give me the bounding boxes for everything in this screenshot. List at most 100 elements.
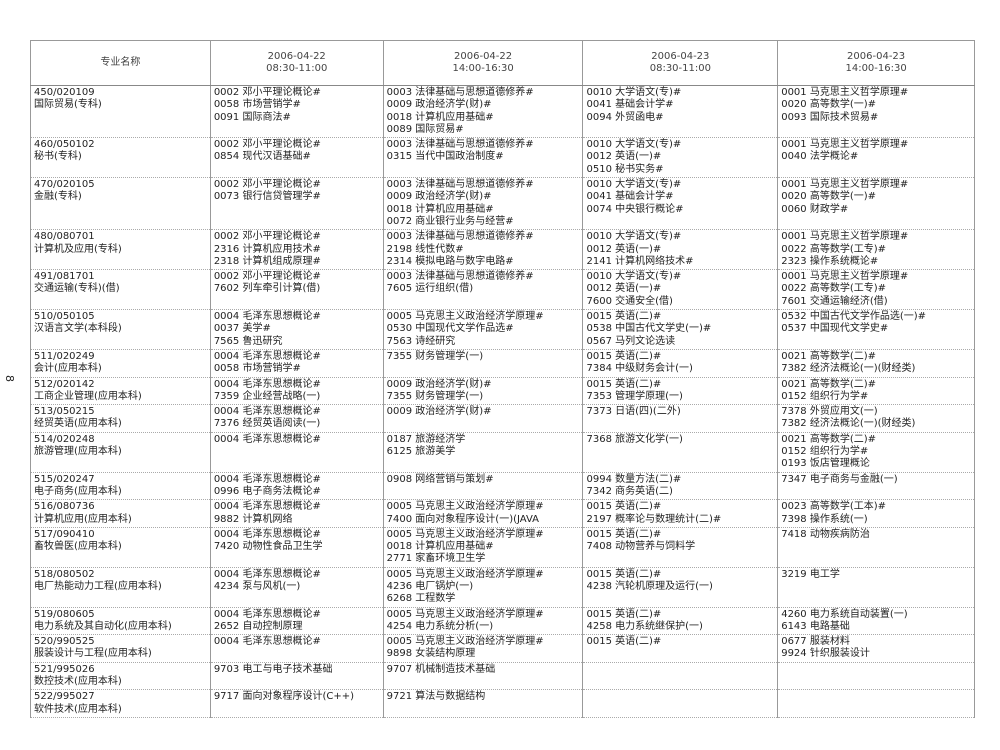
major-cell: 517/090410 畜牧兽医(应用本科) (30, 527, 211, 568)
exam-cell: 0187 旅游经济学 6125 旅游美学 (382, 432, 584, 473)
exam-entry: 0152 组织行为学# (781, 446, 869, 458)
exam-entry: 0015 英语(二)# (586, 501, 662, 513)
major-row: 517/090410 畜牧兽医(应用本科) 0004 毛泽东思想概论# 7420 动物… (30, 527, 975, 568)
exam-entry: 2197 概率论与数理统计(二)# (586, 513, 722, 525)
exam-entry: 0193 饭店管理概论 (781, 458, 870, 470)
exam-entry: 0004 毛泽东思想概论# (213, 406, 321, 418)
session-header: 2006-04-23 14:00-16:30 (777, 40, 975, 86)
major-row: 480/080701 计算机及应用(专科) 0002 邓小平理论概论# 2316 计算… (30, 229, 975, 271)
exam-entry: 0020 高等数学(一)# (781, 99, 877, 111)
major-name: 旅游管理(应用本科) (34, 446, 122, 458)
exam-entry: 6125 旅游美学 (386, 446, 456, 458)
major-name: 工商企业管理(应用本科) (34, 390, 142, 402)
major-row: 522/995027 软件技术(应用本科) 9717 面向对象程序设计(C++) 97… (30, 689, 975, 718)
exam-entry: 6143 电路基础 (781, 620, 850, 632)
major-name: 计算机及应用(专科) (34, 243, 122, 255)
major-name: 秘书(专科) (34, 151, 82, 163)
exam-cell: 0015 英语(二)# 4258 电力系统继保护(一) (582, 607, 779, 636)
exam-entry: 7418 动物疾病防治 (781, 528, 870, 540)
major-code: 514/020248 (34, 433, 95, 445)
major-code: 515/020247 (34, 473, 95, 485)
exam-entry: 0015 英语(二)# (586, 528, 662, 540)
exam-cell: 0994 数量方法(二)# 7342 商务英语(二) (582, 472, 779, 501)
exam-cell: 0021 高等数学(二)# 0152 组织行为学# 0193 饭店管理概论 (777, 432, 975, 473)
session-date: 2006-04-23 (651, 50, 710, 62)
session-time: 08:30-11:00 (266, 63, 328, 74)
exam-entry: 0018 计算机应用基础# (386, 541, 494, 553)
session-time: 08:30-11:00 (649, 63, 711, 74)
exam-entry: 0002 邓小平理论概论# (213, 231, 321, 243)
exam-entry: 0094 外贸函电# (586, 111, 664, 123)
major-name: 软件技术(应用本科) (34, 703, 122, 715)
exam-entry: 0015 英语(二)# (586, 311, 662, 323)
exam-cell: 0010 大学语文(专)# 0012 英语(一)# 0510 秘书实务# (582, 137, 779, 179)
exam-entry: 0018 计算机应用基础# (386, 111, 494, 123)
session-header: 2006-04-22 14:00-16:30 (382, 40, 584, 86)
exam-entry: 7355 财务管理学(一) (386, 390, 484, 402)
exam-entry: 0015 英语(二)# (586, 378, 662, 390)
exam-cell: 9721 算法与数据结构 (382, 689, 584, 718)
exam-entry: 0908 网络营销与策划# (386, 473, 494, 485)
exam-cell: 7355 财务管理学(一) (382, 349, 584, 378)
exam-cell: 0005 马克思主义政治经济学原理# 0530 中国现代文学作品选# 7563 诗经… (382, 309, 584, 350)
major-cell: 514/020248 旅游管理(应用本科) (30, 432, 211, 473)
session-header: 2006-04-23 08:30-11:00 (582, 40, 779, 86)
major-row: 512/020142 工商企业管理(应用本科) 0004 毛泽东思想概论# 7359 … (30, 377, 975, 406)
exam-entry: 0023 高等数学(工本)# (781, 501, 887, 513)
exam-cell: 7418 动物疾病防治 (777, 527, 975, 568)
exam-entry: 0010 大学语文(专)# (586, 139, 682, 151)
session-date: 2006-04-23 (847, 50, 906, 62)
exam-entry: 0020 高等数学(一)# (781, 191, 877, 203)
exam-entry: 6268 工程数学 (386, 593, 456, 605)
major-code: 511/020249 (34, 350, 95, 362)
exam-entry: 0093 国际技术贸易# (781, 111, 879, 123)
major-code: 460/050102 (34, 139, 95, 151)
exam-entry: 0002 邓小平理论概论# (213, 139, 321, 151)
exam-cell: 0001 马克思主义哲学原理# 0020 高等数学(一)# 0093 国际技术贸易# (777, 85, 975, 139)
exam-entry: 0010 大学语文(专)# (586, 87, 682, 98)
session-date: 2006-04-22 (267, 50, 326, 62)
major-name: 畜牧兽医(应用本科) (34, 541, 122, 553)
exam-entry: 0060 财政学# (781, 203, 849, 215)
exam-cell: 0005 马克思主义政治经济学原理# 4236 电厂锅炉(一) 6268 工程数学 (382, 567, 584, 608)
exam-entry: 0003 法律基础与思想道德修养# (386, 139, 534, 151)
exam-cell: 7347 电子商务与金融(一) (777, 472, 975, 501)
exam-cell: 0677 服装材料 9924 针织服装设计 (777, 634, 975, 663)
major-cell: 522/995027 软件技术(应用本科) (30, 689, 211, 718)
exam-entry: 0040 法学概论# (781, 151, 859, 163)
exam-cell: 0003 法律基础与思想道德修养# 0009 政治经济学(财)# 0018 计算机应… (382, 177, 584, 231)
major-code: 480/080701 (34, 231, 95, 243)
exam-cell: 0005 马克思主义政治经济学原理# 9898 女装结构原理 (382, 634, 584, 663)
exam-cell: 0004 毛泽东思想概论# 7376 经贸英语阅读(一) (209, 404, 384, 433)
exam-entry: 0041 基础会计学# (586, 191, 674, 203)
major-name: 经贸英语(应用本科) (34, 418, 122, 430)
exam-entry: 0005 马克思主义政治经济学原理# (386, 528, 544, 540)
exam-cell: 0015 英语(二)# 7408 动物营养与饲料学 (582, 527, 779, 568)
exam-entry: 0004 毛泽东思想概论# (213, 501, 321, 513)
exam-cell: 0010 大学语文(专)# 0012 英语(一)# 7600 交通安全(借) (582, 269, 779, 311)
exam-entry: 0004 毛泽东思想概论# (213, 350, 321, 362)
major-row: 460/050102 秘书(专科) 0002 邓小平理论概论# 0854 现代汉语基础… (30, 137, 975, 179)
exam-cell: 0021 高等数学(二)# 7382 经济法概论(一)(财经类) (777, 349, 975, 378)
exam-cell: 4260 电力系统自动装置(一) 6143 电路基础 (777, 607, 975, 636)
major-cell: 521/995026 数控技术(应用本科) (30, 662, 211, 691)
exam-entry: 0005 马克思主义政治经济学原理# (386, 311, 544, 323)
exam-entry: 0012 英语(一)# (586, 243, 662, 255)
exam-cell: 7378 外贸应用文(一) 7382 经济法概论(一)(财经类) (777, 404, 975, 433)
exam-cell: 3219 电工学 (777, 567, 975, 608)
major-name: 国际贸易(专科) (34, 99, 102, 111)
exam-entry: 2141 计算机网络技术# (586, 255, 694, 267)
exam-entry: 9882 计算机网络 (213, 513, 293, 525)
exam-entry: 2323 操作系统概论# (781, 255, 879, 267)
exam-entry: 0530 中国现代文学作品选# (386, 323, 514, 335)
exam-entry: 0537 中国现代文学史# (781, 323, 889, 335)
exam-entry: 0996 电子商务法概论# (213, 485, 321, 497)
exam-entry: 0005 马克思主义政治经济学原理# (386, 501, 544, 513)
major-code: 516/080736 (34, 501, 95, 513)
exam-cell: 0004 毛泽东思想概论# 2652 自动控制原理 (209, 607, 384, 636)
exam-entry: 2652 自动控制原理 (213, 620, 303, 632)
exam-entry: 0009 政治经济学(财)# (386, 99, 492, 111)
major-row: 520/990525 服装设计与工程(应用本科) 0004 毛泽东思想概论# 0005… (30, 634, 975, 663)
exam-entry: 0005 马克思主义政治经济学原理# (386, 568, 544, 580)
exam-entry: 7353 管理学原理(一) (586, 390, 683, 402)
